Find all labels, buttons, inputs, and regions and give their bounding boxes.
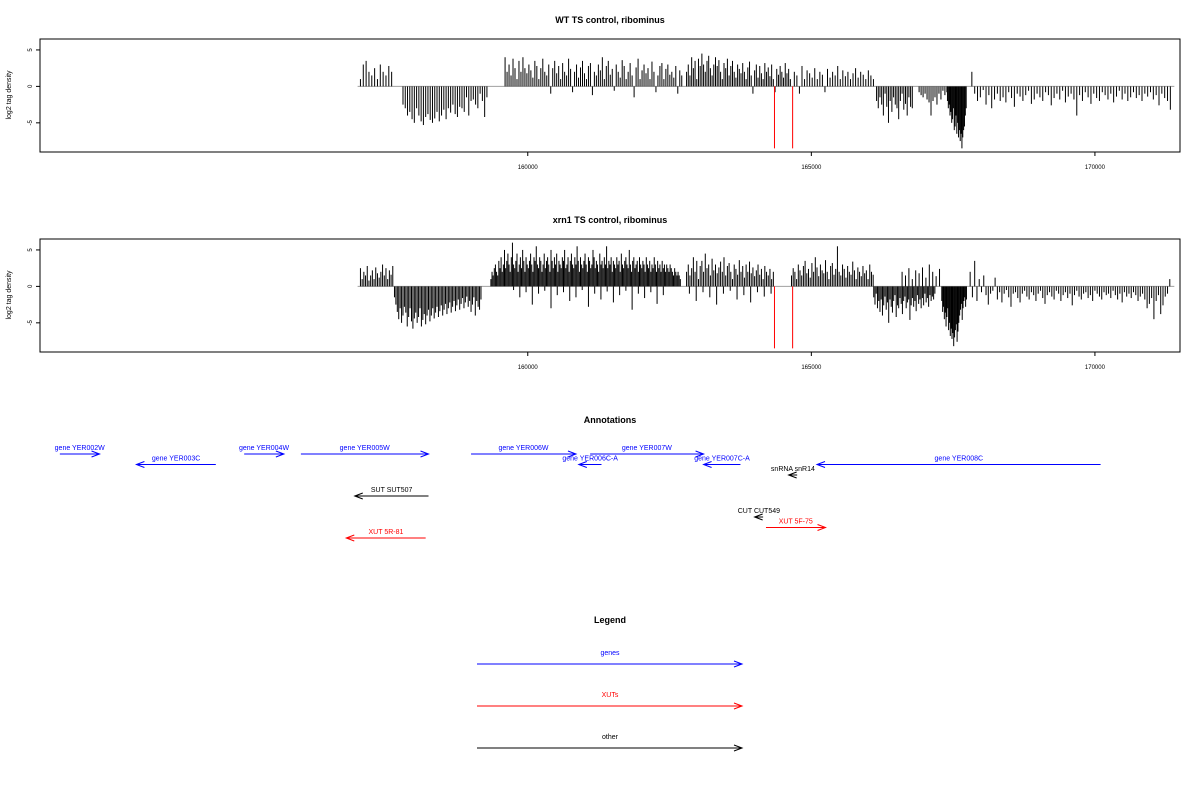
feature-arrow-head — [815, 461, 826, 468]
feature-arrow-head — [420, 450, 430, 458]
feature-arrow-head — [695, 450, 706, 458]
chart-panel-xrn1: xrn1 TS control, ribominus log2 tag dens… — [6, 215, 1181, 371]
feature-arrow-head — [91, 450, 101, 458]
feature-label: SUT SUT507 — [371, 487, 413, 494]
annotation-feature: gene YER007C-A — [694, 456, 750, 468]
legend-label: XUTs — [602, 692, 619, 699]
annotation-feature: gene YER003C — [134, 456, 216, 468]
annotations-title: Annotations — [584, 415, 637, 425]
feature-arrow-head — [275, 450, 286, 458]
legend-item: genes — [477, 650, 744, 668]
y-tick-label: 0 — [28, 284, 34, 288]
feature-label: gene YER007C-A — [694, 456, 750, 463]
legend-title: Legend — [594, 615, 626, 625]
annotation-feature: snRNA snR14 — [771, 466, 815, 479]
legend-arrow-head — [733, 702, 744, 710]
y-axis-label: log2 tag density — [6, 270, 13, 320]
annotation-feature: XUT 5R-81 — [344, 529, 426, 542]
annotation-feature: gene YER005W — [300, 445, 430, 458]
annotation-feature: gene YER007W — [590, 445, 706, 458]
legend-arrow-head — [733, 744, 744, 752]
plot-frame — [39, 38, 1181, 153]
feature-arrow-head — [817, 524, 827, 531]
annotation-feature: gene YER006W — [471, 445, 578, 458]
legend-item: XUTs — [477, 692, 744, 710]
annotation-feature: gene YER002W — [55, 445, 105, 458]
feature-label: gene YER005W — [340, 445, 390, 452]
feature-label: XUT 5R-81 — [369, 529, 404, 536]
y-tick-label: -5 — [28, 120, 34, 126]
axes-group: 160000 165000 170000 5 0 -5 — [28, 248, 1106, 371]
feature-label: gene YER006C-A — [562, 456, 618, 463]
y-tick-label: 0 — [28, 84, 34, 88]
feature-arrow-head — [134, 461, 145, 468]
feature-label: gene YER002W — [55, 445, 105, 452]
chart-title: xrn1 TS control, ribominus — [553, 215, 668, 225]
annotation-feature: gene YER008C — [815, 456, 1101, 468]
annotation-feature: XUT 5F-75 — [765, 519, 827, 531]
legend-arrow-head — [733, 660, 744, 668]
bars-group — [357, 53, 1175, 149]
feature-arrow-head — [577, 461, 587, 468]
legend-items: genes XUTs other — [477, 650, 744, 752]
annotation-feature: SUT SUT507 — [353, 487, 429, 500]
y-tick-label: 5 — [28, 248, 34, 252]
feature-label: snRNA snR14 — [771, 466, 815, 473]
annotation-features: gene YER002W gene YER003C gene YER004W gene… — [55, 445, 1101, 542]
plot-frame — [39, 238, 1181, 353]
feature-label: gene YER007W — [622, 445, 672, 452]
feature-label: gene YER006W — [498, 445, 548, 452]
feature-arrow-head — [753, 513, 763, 521]
annotation-feature: gene YER006C-A — [562, 456, 618, 468]
feature-arrow-head — [353, 492, 363, 500]
legend-item: other — [477, 734, 744, 752]
chart-panel-wt: WT TS control, ribominus log2 tag densit… — [6, 15, 1181, 171]
x-tick-label: 170000 — [1085, 365, 1106, 371]
legend-panel: Legend genes XUTs other — [477, 615, 744, 752]
axes-group: 160000 165000 170000 5 0 -5 — [28, 48, 1106, 171]
x-tick-label: 160000 — [518, 365, 539, 371]
x-tick-label: 170000 — [1085, 165, 1106, 171]
feature-label: XUT 5F-75 — [779, 519, 813, 526]
legend-label: genes — [600, 650, 620, 657]
feature-label: gene YER003C — [152, 456, 201, 463]
feature-label: gene YER008C — [935, 456, 984, 463]
feature-arrow-head — [344, 534, 355, 542]
y-tick-label: -5 — [28, 320, 34, 326]
x-tick-label: 165000 — [801, 165, 822, 171]
feature-arrow-head — [787, 471, 797, 479]
feature-label: gene YER004W — [239, 445, 289, 452]
chart-title: WT TS control, ribominus — [555, 15, 665, 25]
feature-arrow-head — [567, 450, 578, 458]
feature-label: CUT CUT549 — [738, 508, 780, 515]
y-axis-label: log2 tag density — [6, 70, 13, 120]
feature-arrow-head — [702, 461, 712, 468]
annotation-feature: gene YER004W — [239, 445, 289, 458]
y-tick-label: 5 — [28, 48, 34, 52]
bars-group — [357, 242, 1175, 349]
annotation-feature: CUT CUT549 — [738, 508, 780, 521]
legend-label: other — [602, 734, 619, 741]
x-tick-label: 160000 — [518, 165, 539, 171]
x-tick-label: 165000 — [801, 365, 822, 371]
